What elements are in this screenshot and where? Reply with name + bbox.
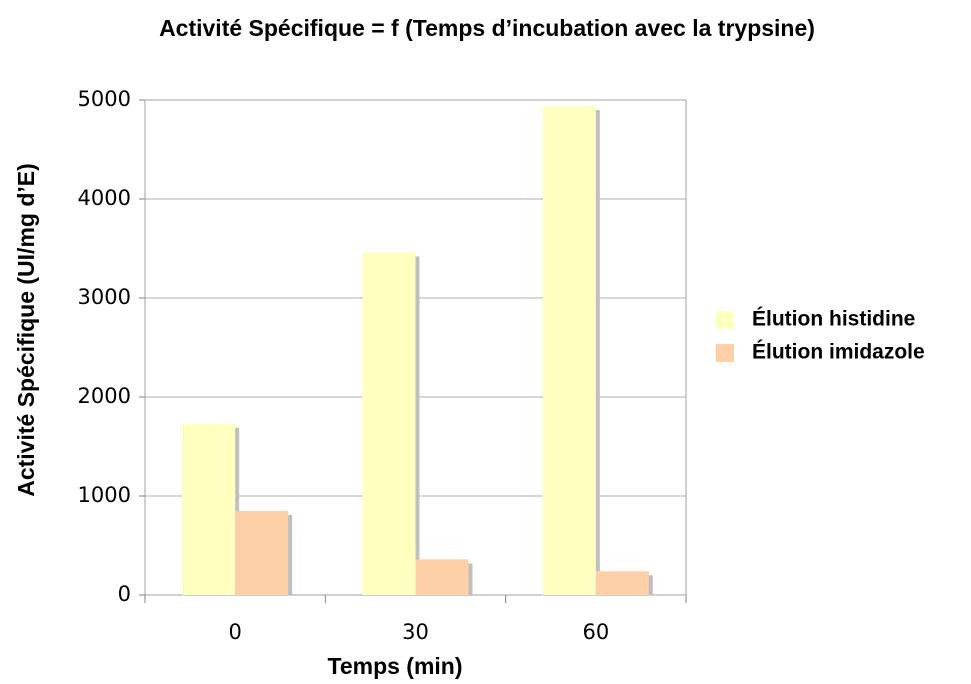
bar: [362, 252, 416, 595]
legend-label: Élution histidine: [752, 308, 915, 331]
legend-label: Élution imidazole: [752, 341, 925, 364]
y-tick-label: 4000: [78, 186, 131, 210]
bar: [235, 510, 289, 595]
chart-title: Activité Spécifique = f (Temps d’incubat…: [159, 15, 815, 41]
bar: [595, 571, 649, 595]
x-tick-label: 30: [402, 620, 429, 644]
legend-swatch: [716, 311, 734, 329]
x-axis-label: Temps (min): [327, 653, 462, 679]
y-tick-label: 3000: [78, 285, 131, 309]
y-tick-label: 5000: [78, 87, 131, 111]
y-axis-label: Activité Spécifique (UI/mg d’E): [13, 163, 39, 497]
bar: [182, 423, 236, 595]
y-tick-label: 1000: [78, 483, 131, 507]
x-tick-label: 60: [582, 620, 609, 644]
bar: [542, 105, 596, 595]
x-tick-label: 0: [228, 620, 241, 644]
legend-swatch: [716, 344, 734, 362]
y-tick-label: 0: [118, 582, 131, 606]
y-tick-label: 2000: [78, 384, 131, 408]
bar: [415, 559, 469, 595]
